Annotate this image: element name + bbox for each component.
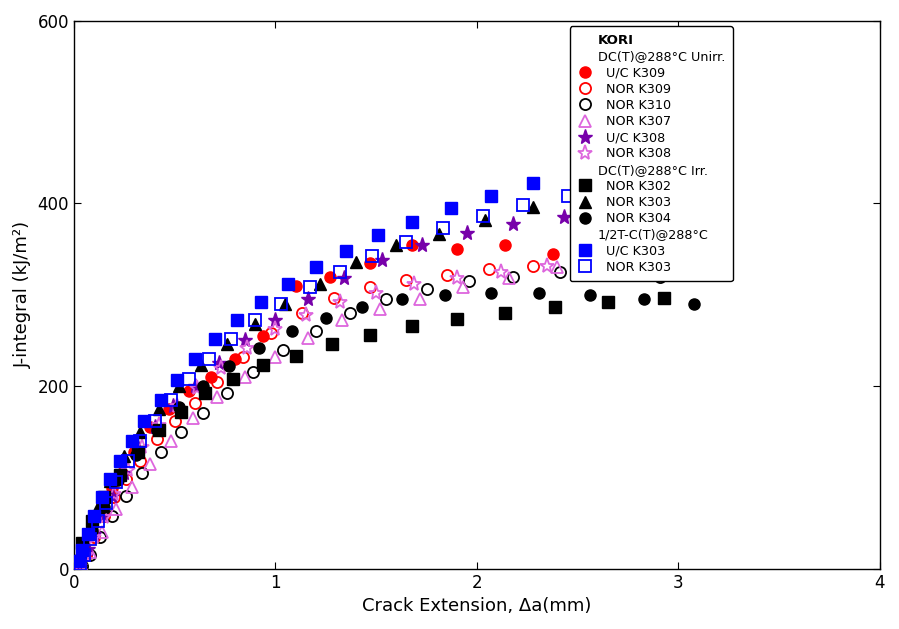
Y-axis label: J-integral (kJ/m²): J-integral (kJ/m²)	[13, 221, 31, 369]
Legend: KORI, DC(T)@288°C Unirr.,   U/C K309,   NOR K309,   NOR K310,   NOR K307,   U/C : KORI, DC(T)@288°C Unirr., U/C K309, NOR …	[570, 26, 733, 281]
X-axis label: Crack Extension, Δa(mm): Crack Extension, Δa(mm)	[362, 597, 592, 615]
